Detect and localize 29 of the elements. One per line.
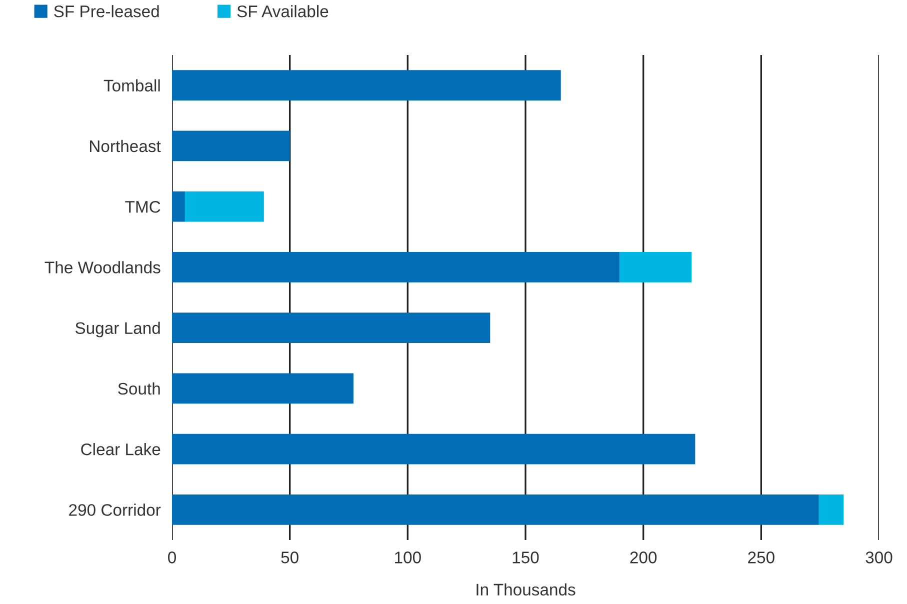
y-tick-label: The Woodlands (44, 261, 160, 274)
x-tick-label: 200 (630, 552, 657, 564)
bar (172, 312, 490, 343)
bar (184, 191, 264, 222)
x-tick-label: 0 (168, 552, 176, 564)
bar (172, 434, 696, 464)
bar (172, 252, 620, 282)
bar (172, 191, 185, 222)
y-tick-label: Tomball (104, 79, 160, 92)
y-tick-label: Northeast (90, 140, 161, 152)
y-tick-label: 290 Corridor (69, 504, 161, 516)
legend-label: SF Pre-leased (54, 5, 159, 18)
x-tick-label: 50 (281, 552, 298, 564)
y-tick-label: Clear Lake (81, 443, 160, 456)
y-tick-label: Sugar Land (75, 322, 160, 338)
bar (620, 252, 692, 282)
x-axis-title: In Thousands (476, 583, 576, 596)
y-tick-label: TMC (125, 200, 160, 213)
x-tick-label: 250 (748, 552, 774, 564)
x-tick-label: 100 (395, 552, 421, 564)
y-tick-label: South (118, 382, 160, 395)
bar (172, 70, 561, 100)
legend-label: SF Available (237, 5, 328, 18)
x-tick-label: 300 (866, 552, 892, 564)
bar (172, 494, 819, 525)
x-tick-label: 150 (512, 552, 539, 564)
bar (172, 130, 290, 162)
bar (172, 373, 354, 404)
bar (818, 494, 844, 525)
